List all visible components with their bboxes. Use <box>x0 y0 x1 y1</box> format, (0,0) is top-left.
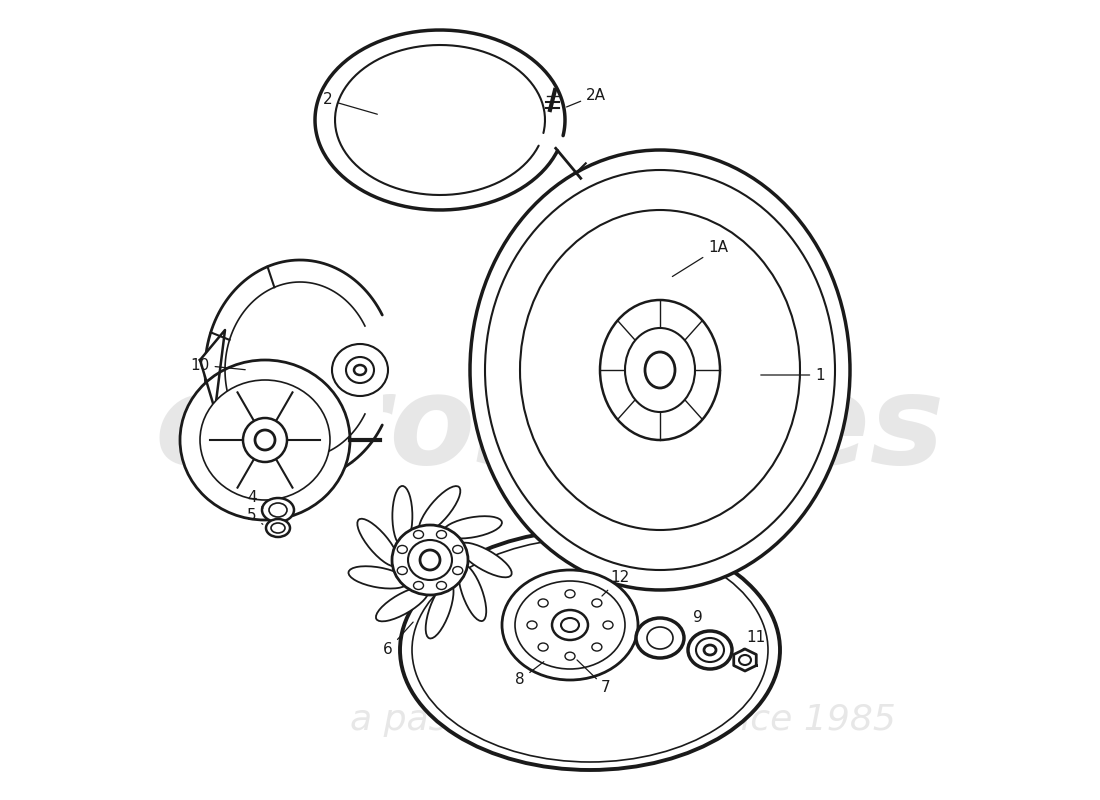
Ellipse shape <box>592 599 602 607</box>
Ellipse shape <box>397 566 407 574</box>
Text: 11: 11 <box>742 630 766 650</box>
Text: 2: 2 <box>323 93 377 114</box>
Ellipse shape <box>739 655 751 665</box>
Ellipse shape <box>552 610 589 640</box>
Ellipse shape <box>400 530 780 770</box>
Ellipse shape <box>270 503 287 517</box>
Ellipse shape <box>704 645 716 655</box>
Ellipse shape <box>520 210 800 530</box>
Ellipse shape <box>538 599 548 607</box>
Polygon shape <box>205 260 383 480</box>
Ellipse shape <box>600 300 720 440</box>
Ellipse shape <box>393 486 412 546</box>
Ellipse shape <box>200 380 330 500</box>
Ellipse shape <box>262 498 294 522</box>
Ellipse shape <box>442 516 502 538</box>
Text: a passion for parts since 1985: a passion for parts since 1985 <box>350 703 895 737</box>
Ellipse shape <box>527 621 537 629</box>
Ellipse shape <box>437 530 447 538</box>
Ellipse shape <box>414 530 424 538</box>
Ellipse shape <box>470 150 850 590</box>
Ellipse shape <box>696 638 724 662</box>
Ellipse shape <box>332 344 388 396</box>
Text: 4: 4 <box>248 490 263 508</box>
Ellipse shape <box>414 582 424 590</box>
Ellipse shape <box>397 546 407 554</box>
Ellipse shape <box>180 360 350 520</box>
Ellipse shape <box>437 582 447 590</box>
Ellipse shape <box>408 540 452 580</box>
Ellipse shape <box>255 430 275 450</box>
Ellipse shape <box>426 582 453 638</box>
Ellipse shape <box>346 357 374 383</box>
Ellipse shape <box>625 328 695 412</box>
Ellipse shape <box>485 170 835 570</box>
Ellipse shape <box>565 590 575 598</box>
Ellipse shape <box>354 365 366 375</box>
Ellipse shape <box>688 631 732 669</box>
Ellipse shape <box>515 581 625 669</box>
Ellipse shape <box>459 542 512 578</box>
Text: 10: 10 <box>190 358 245 373</box>
Ellipse shape <box>459 564 486 621</box>
Text: 2A: 2A <box>566 87 606 107</box>
Ellipse shape <box>349 566 408 589</box>
Ellipse shape <box>647 627 673 649</box>
Ellipse shape <box>376 586 429 622</box>
Text: 12: 12 <box>602 570 629 596</box>
Ellipse shape <box>645 352 675 388</box>
Text: 6: 6 <box>383 622 414 658</box>
Text: eurospares: eurospares <box>155 370 945 490</box>
Text: 8: 8 <box>515 662 543 687</box>
Text: 7: 7 <box>578 660 610 695</box>
Ellipse shape <box>420 550 440 570</box>
Text: 1: 1 <box>761 367 825 382</box>
Ellipse shape <box>266 519 290 537</box>
Ellipse shape <box>592 643 602 651</box>
Ellipse shape <box>419 486 460 534</box>
Ellipse shape <box>358 518 399 566</box>
Ellipse shape <box>538 643 548 651</box>
Polygon shape <box>200 330 225 410</box>
Text: 1A: 1A <box>672 241 728 277</box>
Text: 9: 9 <box>693 610 706 632</box>
Ellipse shape <box>565 652 575 660</box>
Ellipse shape <box>453 566 463 574</box>
Polygon shape <box>734 649 757 671</box>
Ellipse shape <box>392 525 468 595</box>
Ellipse shape <box>561 618 579 632</box>
Ellipse shape <box>271 523 285 533</box>
Ellipse shape <box>636 618 684 658</box>
Text: 5: 5 <box>248 509 263 524</box>
Ellipse shape <box>243 418 287 462</box>
Ellipse shape <box>603 621 613 629</box>
Ellipse shape <box>502 570 638 680</box>
Ellipse shape <box>453 546 463 554</box>
